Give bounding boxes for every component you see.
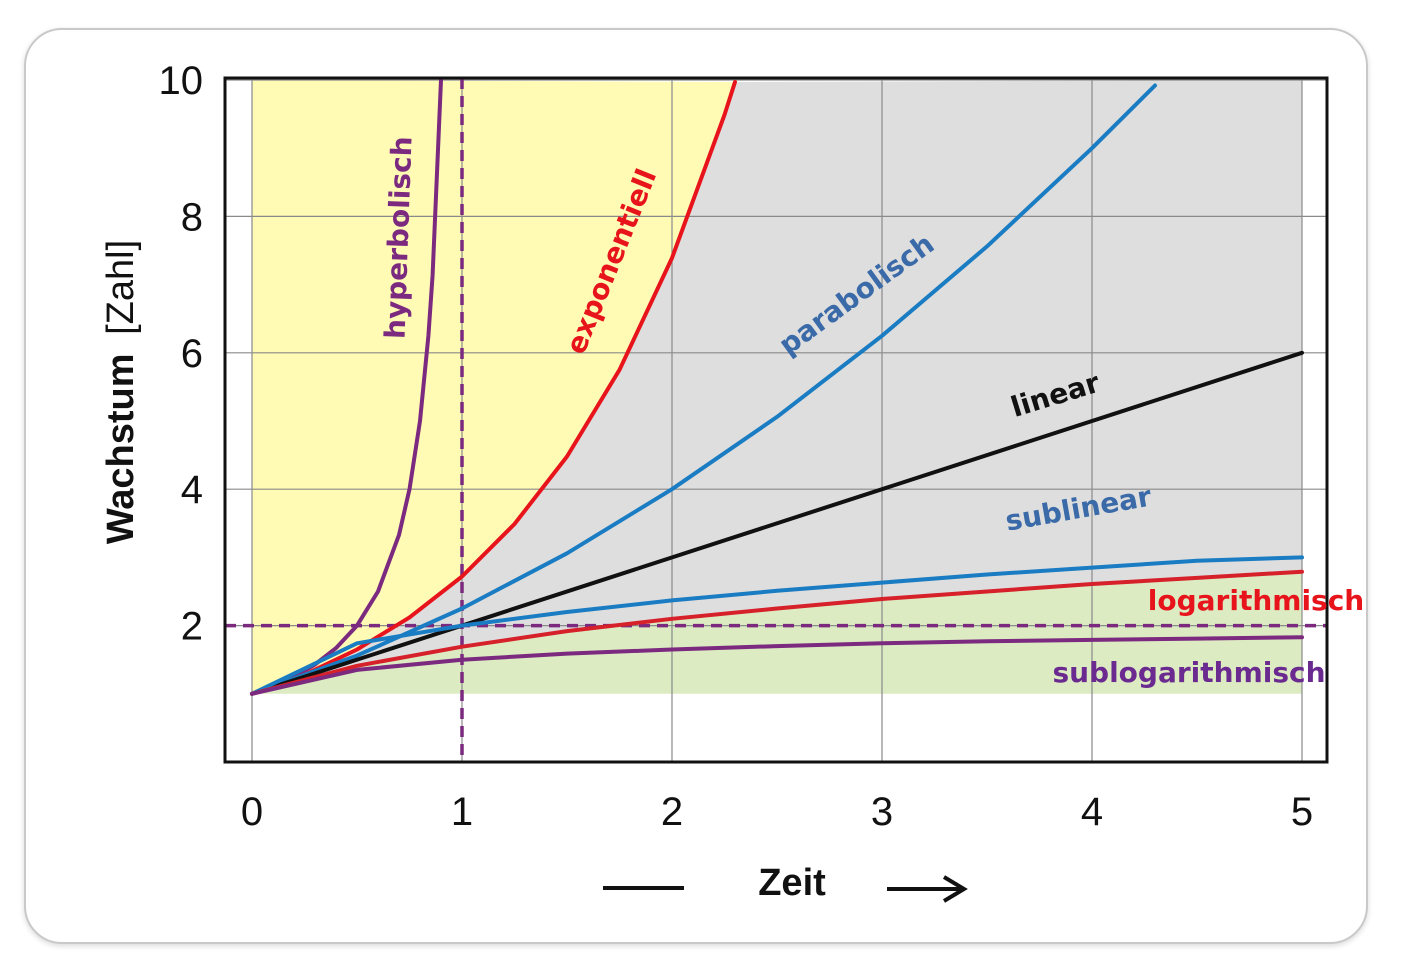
y-tick-label: 6 [181,332,203,376]
region-green [252,571,1302,694]
x-tick-label: 1 [451,790,473,834]
region-grey [252,80,1302,694]
y-axis-title: Wachstum [Zahl] [100,240,142,544]
series-line-sublogarithmisch [250,635,1304,696]
x-tick-label: 2 [661,790,683,834]
x-tick-label: 3 [871,790,893,834]
plot-frame [223,76,1329,764]
series-line-linear [250,350,1304,696]
x-tick-label: 0 [241,790,263,834]
x-axis-title: Zeit [758,862,826,904]
curve-label-hyperbolisch: hyperbolisch [378,136,418,340]
series-line-sublinear [250,555,1304,696]
x-tick-label: 4 [1081,790,1103,834]
right-arrow-icon [887,875,968,903]
curve-label-logarithmisch: logarithmisch [1148,584,1364,617]
region-yellow [252,80,735,694]
series-line-exponentiell [250,80,737,696]
y-tick-label: 2 [181,605,203,649]
series-line-parabolisch [250,83,1157,696]
y-tick-label: 4 [181,468,203,512]
y-tick-label: 10 [159,59,204,103]
x-tick-label: 5 [1291,790,1313,834]
series-line-logarithmisch [250,569,1304,696]
curve-label-sublogarithmisch: sublogarithmisch [1052,656,1325,689]
y-tick-label: 8 [181,195,203,239]
